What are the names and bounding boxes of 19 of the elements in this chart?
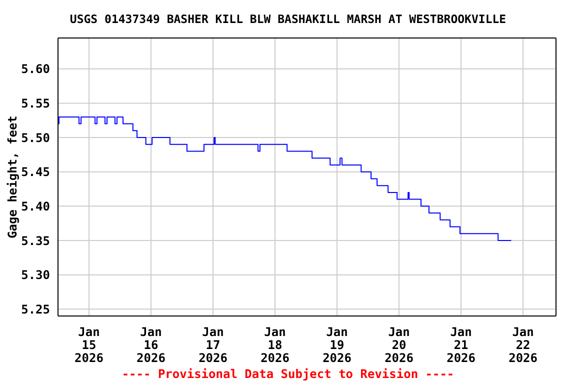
y-tick-label: 5.30 bbox=[21, 268, 50, 282]
x-tick-label: Jan 16 2026 bbox=[136, 325, 166, 365]
y-tick-label: 5.35 bbox=[21, 234, 50, 248]
y-tick-label: 5.45 bbox=[21, 165, 50, 180]
y-tick-label: 5.50 bbox=[21, 130, 50, 145]
x-tick-label: Jan 15 2026 bbox=[74, 325, 104, 365]
text: ---- Provisional Data Subject to Revision ---- bbox=[120, 367, 456, 381]
x-tick-label: Jan 20 2026 bbox=[384, 325, 414, 365]
x-tick-label: Jan 18 2026 bbox=[260, 325, 290, 365]
x-tick-label: Jan 22 2026 bbox=[508, 325, 538, 365]
y-tick-label: 5.40 bbox=[21, 199, 50, 214]
y-tick-label: 5.60 bbox=[21, 62, 50, 76]
chart-title: USGS 01437349 BASHER KILL BLW BASHAKILL MARSH AT WESTBROOKVILLE bbox=[68, 12, 508, 26]
y-tick-label: 5.55 bbox=[21, 96, 50, 110]
x-tick-label: Jan 17 2026 bbox=[198, 325, 228, 365]
y-tick-label: 5.25 bbox=[21, 302, 50, 316]
y-axis-title: Gage height, feet bbox=[5, 116, 20, 238]
x-tick-label: Jan 19 2026 bbox=[322, 325, 352, 365]
x-tick-label: Jan 21 2026 bbox=[446, 325, 476, 365]
